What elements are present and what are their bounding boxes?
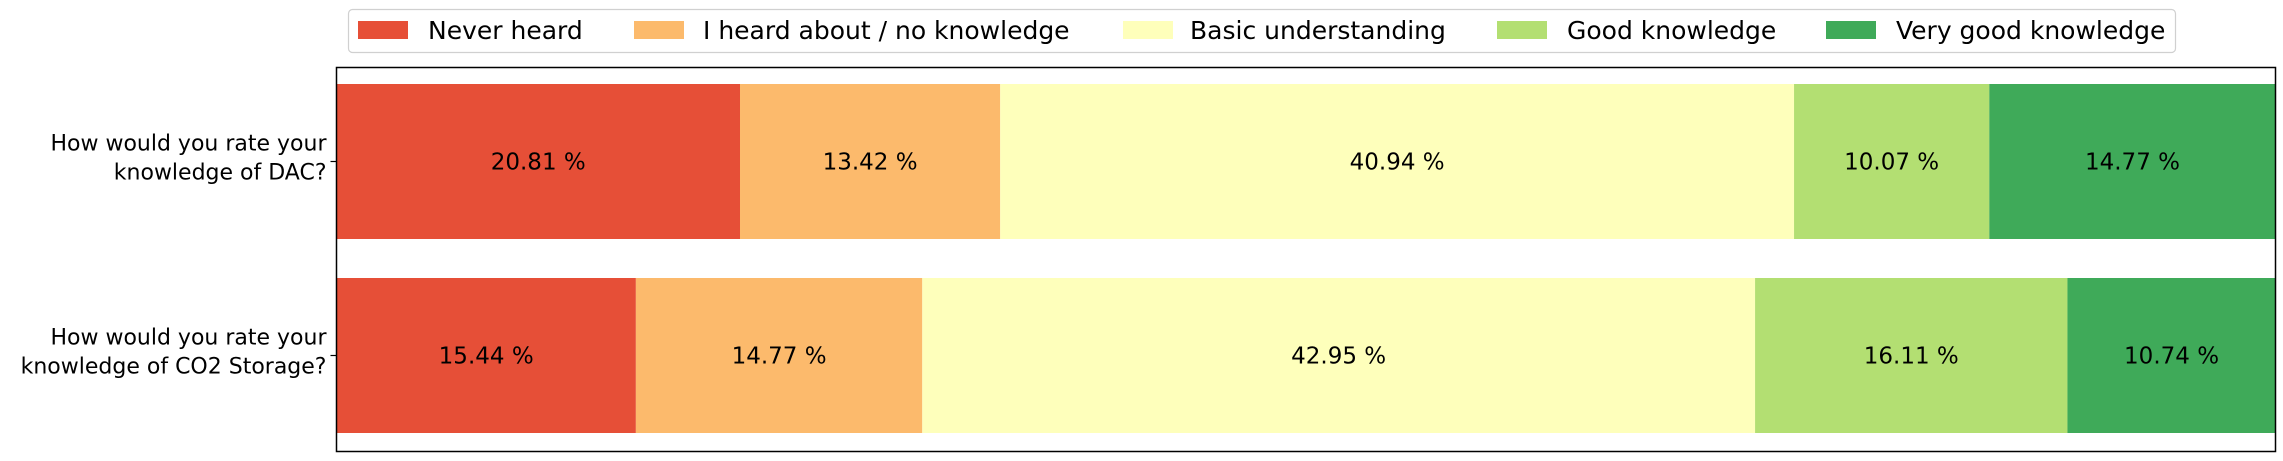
data-label-0-4: 14.77 % <box>2085 150 2180 176</box>
data-label-0-2: 40.94 % <box>1350 150 1445 176</box>
plot-bars <box>336 84 2276 433</box>
y-tick-label-line: knowledge of DAC? <box>114 161 327 186</box>
legend-label-3: Good knowledge <box>1567 16 1776 45</box>
bar-1-4 <box>2067 278 2276 433</box>
bar-0-3 <box>1794 84 1990 239</box>
bar-1-0 <box>336 278 636 433</box>
legend: Never heard I heard about / no knowledge B… <box>347 8 2177 54</box>
y-tick-label-1: How would you rate your knowledge of CO2 … <box>21 326 328 380</box>
y-tick-label-0: How would you rate your knowledge of DAC? <box>50 132 327 186</box>
bar-0-1 <box>740 84 1001 239</box>
y-axis-ticks: How would you rate your knowledge of DAC?… <box>21 132 337 380</box>
legend-swatch-1 <box>634 21 684 39</box>
data-label-1-0: 15.44 % <box>439 344 534 370</box>
data-label-0-0: 20.81 % <box>491 150 586 176</box>
data-label-1-2: 42.95 % <box>1291 344 1386 370</box>
data-label-0-1: 13.42 % <box>823 150 918 176</box>
y-tick-label-line: How would you rate your <box>50 326 327 351</box>
legend-swatch-4 <box>1826 21 1876 39</box>
data-label-1-3: 16.11 % <box>1864 344 1959 370</box>
bar-0-4 <box>1989 84 2276 239</box>
legend-label-0: Never heard <box>428 16 583 45</box>
legend-frame <box>347 8 2177 54</box>
legend-label-4: Very good knowledge <box>1896 16 2165 45</box>
legend-label-1: I heard about / no knowledge <box>703 16 1070 45</box>
bar-1-1 <box>635 278 923 433</box>
legend-swatch-0 <box>358 21 408 39</box>
data-labels: 20.81 % 13.42 % 40.94 % 10.07 % 14.77 % 15.44… <box>439 150 2219 370</box>
data-label-1-4: 10.74 % <box>2124 344 2219 370</box>
data-label-0-3: 10.07 % <box>1844 150 1939 176</box>
legend-swatch-2 <box>1123 21 1173 39</box>
y-tick-label-line: How would you rate your <box>50 132 327 157</box>
bar-1-2 <box>922 278 1756 433</box>
y-tick-label-line: knowledge of CO2 Storage? <box>21 355 327 380</box>
data-label-1-1: 14.77 % <box>732 344 827 370</box>
bar-0-0 <box>336 84 741 239</box>
legend-swatch-3 <box>1497 21 1547 39</box>
plot-frame <box>335 66 2277 453</box>
bar-1-3 <box>1755 278 2068 433</box>
legend-label-2: Basic understanding <box>1190 16 1446 45</box>
bar-0-2 <box>1000 84 1795 239</box>
